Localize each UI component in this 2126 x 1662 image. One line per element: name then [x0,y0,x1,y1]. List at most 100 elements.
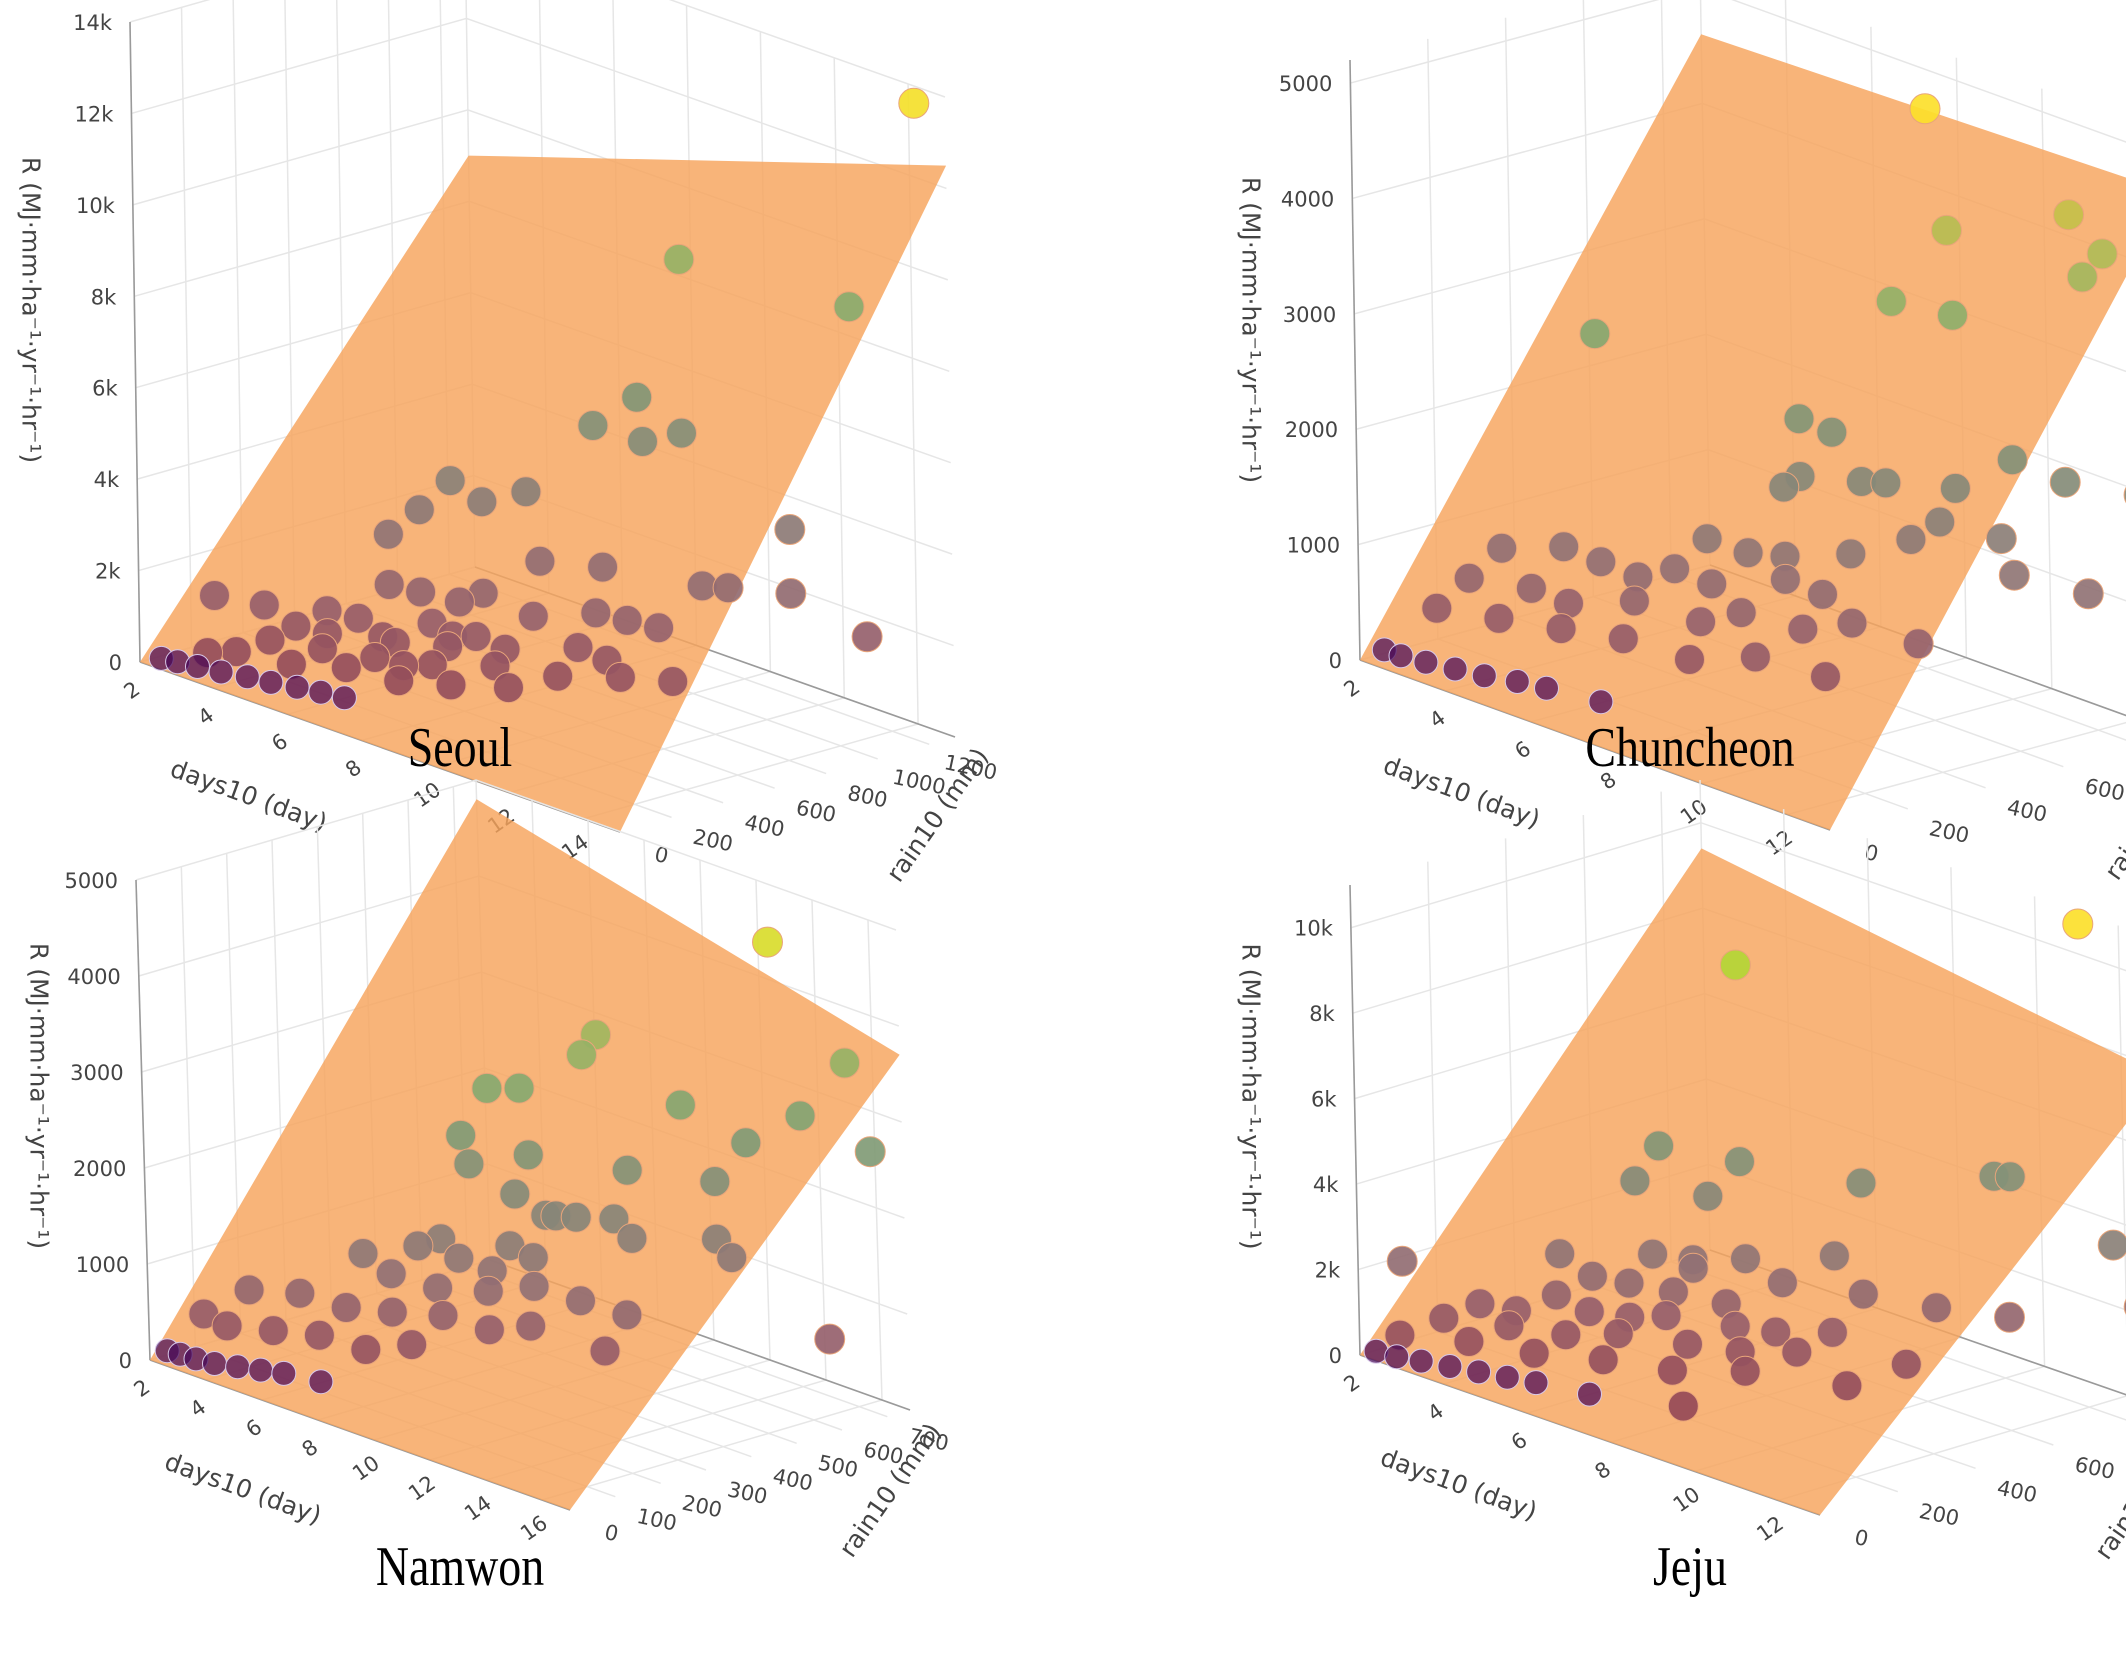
data-point[interactable] [1656,1354,1688,1386]
data-point[interactable] [774,514,806,545]
data-point[interactable] [330,1292,362,1323]
data-point[interactable] [1523,1370,1549,1396]
data-point[interactable] [1667,1390,1699,1422]
data-point[interactable] [1588,689,1614,715]
data-point[interactable] [663,243,695,275]
data-point[interactable] [699,1166,731,1197]
data-point[interactable] [524,545,556,577]
data-point[interactable] [372,518,404,550]
data-point[interactable] [1674,644,1705,675]
data-point[interactable] [1691,523,1723,555]
data-point[interactable] [1996,444,2028,476]
data-point[interactable] [427,1300,459,1331]
data-point[interactable] [814,1323,846,1355]
data-point[interactable] [1677,1252,1709,1284]
data-point[interactable] [1845,1167,1877,1199]
data-point[interactable] [1464,1288,1496,1320]
data-point[interactable] [2062,908,2094,940]
data-point[interactable] [716,1242,748,1274]
data-point[interactable] [1730,1243,1761,1275]
data-point[interactable] [248,589,280,621]
data-point[interactable] [422,1272,454,1304]
data-point[interactable] [460,621,492,652]
data-point[interactable] [730,1127,762,1159]
data-point[interactable] [434,465,466,497]
data-point[interactable] [1732,537,1764,569]
data-point[interactable] [854,1136,886,1168]
data-point[interactable] [565,1285,596,1317]
data-point[interactable] [185,654,210,679]
data-point[interactable] [1421,592,1453,624]
data-point[interactable] [1471,663,1497,689]
data-point[interactable] [712,572,744,604]
data-point[interactable] [1650,1300,1682,1332]
data-point[interactable] [1807,578,1838,610]
data-point[interactable] [1453,562,1485,594]
data-point[interactable] [271,1360,297,1386]
data-point[interactable] [472,1275,504,1307]
data-point[interactable] [1576,1260,1608,1292]
data-point[interactable] [542,660,574,692]
data-point[interactable] [1540,1279,1572,1311]
data-point[interactable] [1769,563,1801,595]
data-point[interactable] [784,1100,816,1132]
data-point[interactable] [1816,416,1848,448]
data-point[interactable] [466,486,498,518]
data-point[interactable] [627,426,658,457]
data-point[interactable] [517,1242,549,1274]
data-point[interactable] [443,586,475,618]
data-point[interactable] [1890,1348,1922,1380]
data-point[interactable] [898,87,930,119]
data-point[interactable] [643,612,675,644]
data-point[interactable] [604,661,636,693]
data-point[interactable] [1939,472,1971,504]
data-point[interactable] [403,494,435,526]
data-point[interactable] [2097,1229,2126,1261]
data-point[interactable] [611,1154,643,1186]
data-point[interactable] [1719,949,1751,981]
data-point[interactable] [1619,1165,1651,1197]
data-point[interactable] [375,1258,407,1290]
data-point[interactable] [1577,1381,1602,1407]
data-point[interactable] [1692,1180,1724,1212]
data-point[interactable] [518,1270,550,1302]
data-point[interactable] [1545,613,1577,645]
data-point[interactable] [1428,1302,1460,1334]
data-point[interactable] [1384,1344,1410,1370]
data-point[interactable] [1985,523,2017,555]
data-point[interactable] [257,1315,289,1347]
data-point[interactable] [562,632,594,663]
data-point[interactable] [473,1314,505,1346]
data-point[interactable] [1937,299,1968,331]
data-point[interactable] [1831,1370,1863,1402]
data-point[interactable] [1659,553,1691,585]
chart-seoul[interactable]: 02k4k6k8k10k12k14k2468101214020040060080… [0,0,1063,887]
data-point[interactable] [1787,613,1819,645]
data-point[interactable] [1544,1238,1576,1270]
data-point[interactable] [1494,1364,1520,1390]
data-point[interactable] [1587,1344,1619,1376]
data-point[interactable] [376,1296,408,1328]
data-point[interactable] [1994,1161,2026,1193]
data-point[interactable] [1835,538,1867,570]
data-point[interactable] [1931,214,1962,246]
data-point[interactable] [1388,643,1414,669]
data-point[interactable] [2049,466,2081,498]
data-point[interactable] [1579,318,1611,350]
data-point[interactable] [453,1148,485,1180]
data-point[interactable] [258,669,284,695]
data-point[interactable] [331,685,357,711]
data-point[interactable] [1818,1240,1850,1272]
data-point[interactable] [851,621,883,653]
data-point[interactable] [1685,606,1717,638]
data-point[interactable] [577,410,609,441]
data-point[interactable] [248,1357,274,1383]
data-point[interactable] [1875,285,1907,317]
data-point[interactable] [445,1119,477,1151]
data-point[interactable] [443,1242,475,1274]
data-point[interactable] [1550,1319,1582,1351]
data-point[interactable] [517,600,549,632]
data-point[interactable] [598,1203,630,1235]
data-point[interactable] [435,669,467,701]
data-point[interactable] [560,1201,592,1233]
